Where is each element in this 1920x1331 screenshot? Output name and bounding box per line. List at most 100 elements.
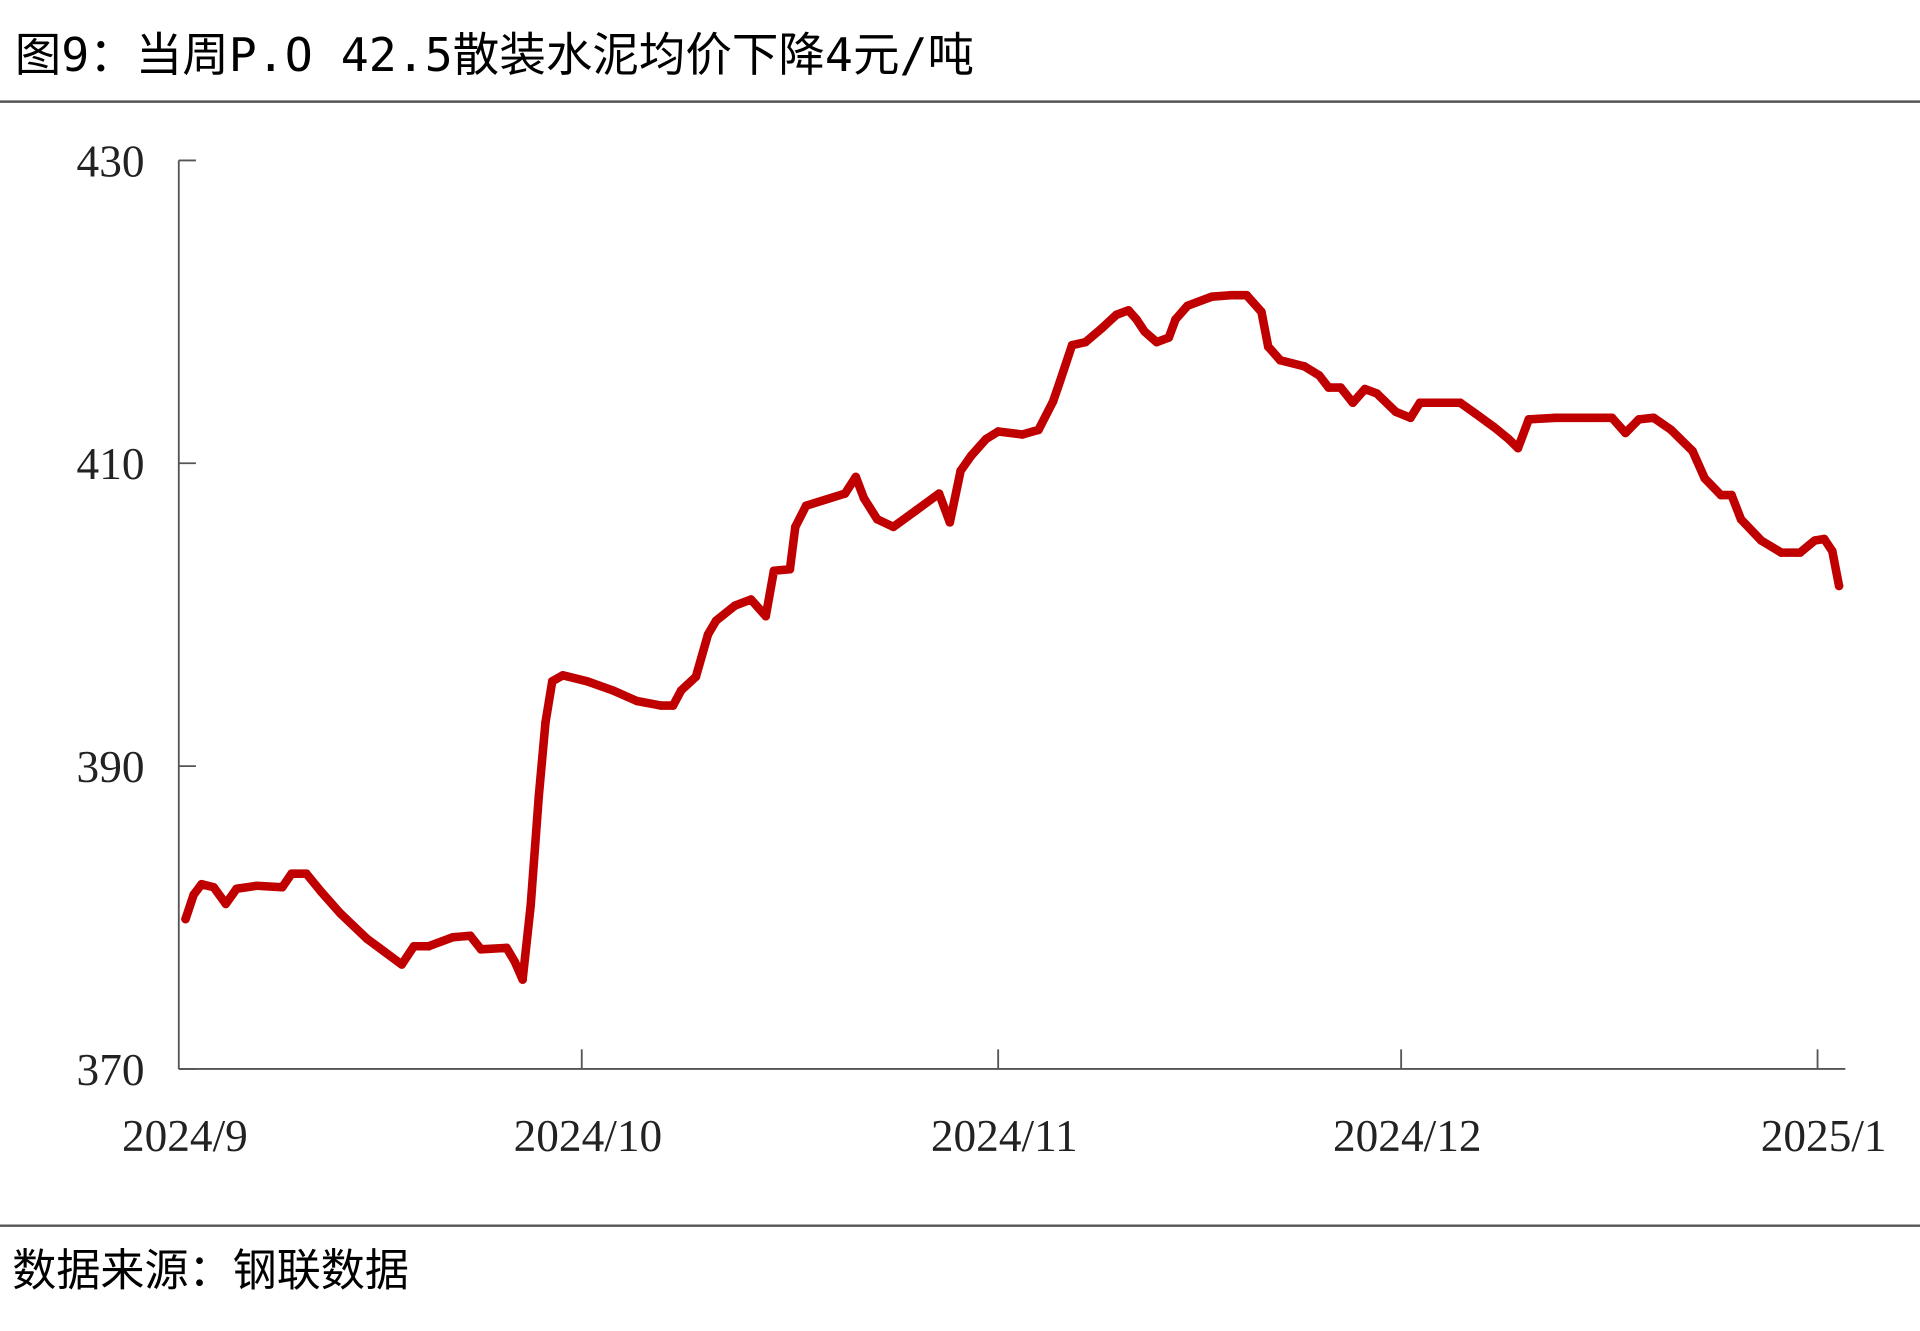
data-point xyxy=(1207,292,1217,301)
data-point xyxy=(691,672,701,682)
x-tick-label: 2025/1 xyxy=(1761,1111,1887,1161)
data-point xyxy=(1336,383,1345,392)
data-point xyxy=(1434,398,1444,407)
data-point xyxy=(287,869,296,878)
data-point xyxy=(1736,515,1746,524)
data-point xyxy=(1048,396,1058,406)
data-point xyxy=(582,677,592,686)
data-point xyxy=(676,686,686,695)
data-point xyxy=(476,945,486,954)
data-point xyxy=(1391,407,1401,417)
y-tick-label: 390 xyxy=(77,742,145,792)
data-point xyxy=(1810,536,1820,545)
data-point xyxy=(302,869,311,878)
data-point xyxy=(1300,362,1309,371)
data-point xyxy=(335,908,345,918)
data-point xyxy=(889,522,898,532)
data-point xyxy=(785,564,795,574)
data-point xyxy=(967,451,976,460)
data-point xyxy=(547,677,557,686)
data-point xyxy=(558,670,568,680)
x-tick-label: 2024/11 xyxy=(931,1111,1078,1161)
data-point xyxy=(608,686,617,695)
data-point xyxy=(840,489,850,498)
data-point xyxy=(181,914,190,924)
data-point xyxy=(424,942,433,951)
plot-area xyxy=(181,290,1844,984)
data-point xyxy=(1275,356,1285,365)
data-point xyxy=(1140,327,1149,336)
data-point xyxy=(397,960,407,969)
data-point xyxy=(1132,315,1141,324)
axes: 430 410 390 370 2024/9 2024/10 2024/11 2024/12 2… xyxy=(77,136,1887,1161)
data-point xyxy=(1257,307,1266,317)
data-point xyxy=(277,882,287,892)
chart-title: 图9：当周P.O 42.5散装水泥均价下降4元/吨 xyxy=(15,28,974,82)
data-point xyxy=(981,434,991,444)
y-tick-label: 430 xyxy=(77,136,145,186)
data-point xyxy=(316,887,326,897)
data-point xyxy=(1081,337,1090,347)
x-tick-label: 2024/9 xyxy=(122,1111,248,1161)
y-tick-label: 370 xyxy=(77,1045,145,1095)
data-point xyxy=(1018,430,1027,439)
x-tick-label: 2024/12 xyxy=(1333,1111,1481,1161)
data-point xyxy=(1372,389,1382,398)
data-point xyxy=(1152,337,1161,347)
data-point xyxy=(993,427,1003,436)
data-point xyxy=(448,932,458,942)
data-point xyxy=(761,611,771,621)
data-point xyxy=(1776,548,1786,557)
data-point xyxy=(859,493,869,503)
data-point xyxy=(872,515,882,524)
data-point xyxy=(1489,422,1499,432)
data-point xyxy=(1112,310,1121,320)
data-point xyxy=(1171,315,1180,324)
data-point xyxy=(362,934,372,944)
data-point xyxy=(1649,413,1658,423)
data-point xyxy=(711,616,721,626)
data-point xyxy=(1263,342,1273,351)
data-point xyxy=(209,882,218,892)
data-point xyxy=(1716,490,1726,500)
data-point xyxy=(1819,534,1829,544)
data-point xyxy=(791,522,800,532)
data-point xyxy=(1067,340,1077,350)
data-point xyxy=(518,975,527,984)
data-point xyxy=(1828,546,1837,556)
source-note: 数据来源：钢联数据 xyxy=(12,1246,409,1297)
data-point xyxy=(656,701,666,710)
data-point xyxy=(221,899,231,909)
data-point xyxy=(1097,324,1106,333)
data-point xyxy=(1455,398,1465,407)
data-point xyxy=(703,630,713,639)
data-point xyxy=(668,701,678,710)
y-tick-label: 410 xyxy=(77,439,145,489)
data-point xyxy=(1314,371,1324,380)
data-point xyxy=(1124,306,1133,315)
data-point xyxy=(945,518,955,527)
data-point xyxy=(632,696,642,706)
data-point xyxy=(502,943,511,953)
data-point xyxy=(510,957,519,966)
data-point xyxy=(956,466,965,476)
data-point xyxy=(1183,301,1192,311)
data-point xyxy=(1504,434,1513,444)
data-point xyxy=(1524,415,1534,424)
data-point xyxy=(1795,548,1805,557)
data-point xyxy=(1164,333,1174,342)
data-point xyxy=(851,472,861,482)
data-point xyxy=(189,890,198,900)
data-point xyxy=(1666,425,1676,435)
data-point xyxy=(1226,290,1235,300)
data-point xyxy=(1756,536,1766,545)
data-point xyxy=(1634,415,1644,424)
data-point xyxy=(1700,474,1709,483)
data-point xyxy=(409,942,419,951)
data-point xyxy=(197,879,206,889)
data-point xyxy=(526,901,536,910)
data-point xyxy=(465,931,475,940)
data-point xyxy=(232,884,241,894)
data-point xyxy=(1587,413,1597,423)
